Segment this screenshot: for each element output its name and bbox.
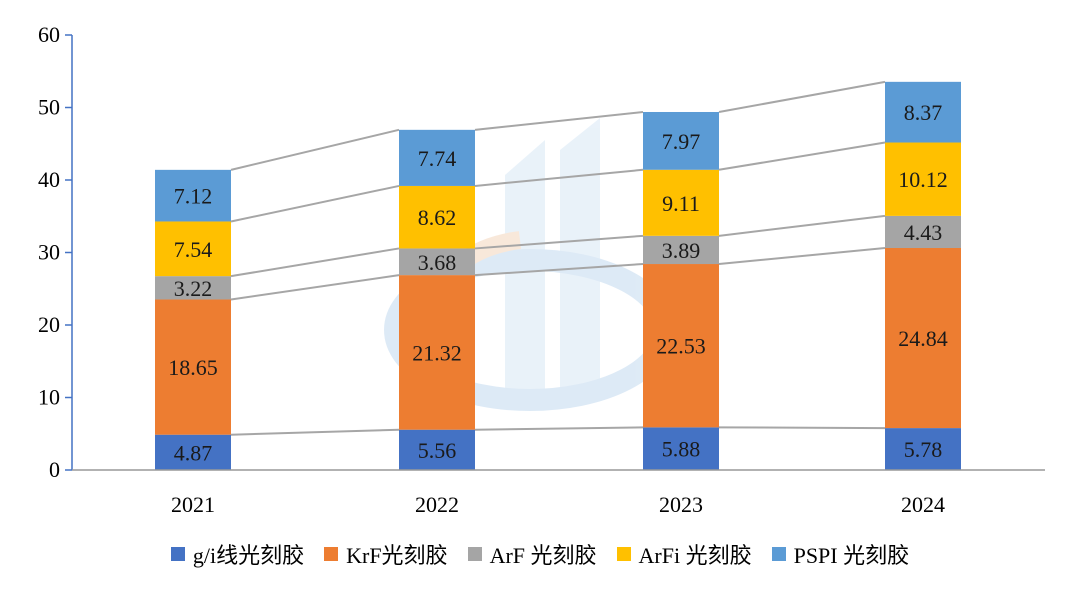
series-line	[718, 80, 886, 113]
x-tick-label: 2022	[415, 492, 459, 517]
legend-item: PSPI 光刻胶	[771, 538, 910, 570]
data-label: 7.74	[418, 146, 457, 171]
data-label: 7.54	[174, 237, 213, 262]
data-label: 22.53	[656, 334, 706, 359]
series-line	[718, 214, 886, 237]
bars-group	[155, 81, 961, 470]
series-line	[474, 426, 644, 431]
series-line	[718, 141, 886, 171]
series-line	[230, 128, 400, 171]
data-label: 21.32	[412, 340, 462, 365]
legend-swatch	[467, 547, 482, 561]
bar-segment	[155, 434, 231, 470]
legend-swatch	[616, 547, 631, 561]
data-label: 5.78	[904, 437, 943, 462]
series-line	[230, 274, 400, 301]
bar-segment	[399, 429, 475, 470]
y-tick-label: 20	[38, 312, 60, 337]
data-label: 7.97	[662, 129, 701, 154]
series-line	[230, 247, 400, 278]
data-label: 10.12	[898, 167, 948, 192]
bar-segment	[643, 111, 719, 170]
bar-segment	[155, 169, 231, 222]
bar-segment	[885, 81, 961, 143]
data-label: 8.62	[418, 205, 457, 230]
data-label: 3.22	[174, 276, 213, 301]
legend-item: KrF光刻胶	[324, 538, 448, 570]
bar-segment	[399, 248, 475, 276]
data-label: 24.84	[898, 326, 948, 351]
legend-swatch	[771, 547, 786, 561]
legend: g/i线光刻胶 KrF光刻胶 ArF 光刻胶 ArFi 光刻胶 PSPI 光刻胶	[0, 536, 1080, 572]
legend-label: ArFi 光刻胶	[638, 543, 752, 568]
legend-swatch	[324, 547, 339, 561]
series-line	[474, 234, 644, 250]
data-label: 18.65	[168, 355, 218, 380]
series-line	[718, 247, 886, 266]
legend-label: KrF光刻胶	[346, 543, 448, 568]
series-line	[718, 426, 886, 430]
bar-segment	[155, 299, 231, 435]
bar-segment	[399, 129, 475, 186]
bar-segment	[643, 264, 719, 428]
legend-label: ArF 光刻胶	[489, 543, 597, 568]
data-label: 9.11	[662, 191, 700, 216]
bar-segment	[643, 235, 719, 265]
data-label: 5.56	[418, 438, 457, 463]
legend-swatch	[170, 547, 185, 561]
x-tick-label: 2024	[901, 492, 945, 517]
data-label: 7.12	[174, 184, 213, 209]
legend-label: g/i线光刻胶	[192, 543, 305, 568]
bar-segment	[885, 215, 961, 249]
series-line	[474, 263, 644, 277]
series-line	[474, 111, 644, 131]
legend-item: ArFi 光刻胶	[616, 538, 752, 570]
bar-segment	[155, 276, 231, 300]
data-label: 5.88	[662, 437, 701, 462]
series-connector-lines	[230, 80, 886, 436]
series-line	[230, 184, 400, 223]
bar-segment	[885, 248, 961, 429]
y-tick-label: 10	[38, 385, 60, 410]
y-tick-label: 30	[38, 240, 60, 265]
x-tick-label: 2021	[171, 492, 215, 517]
bar-segment	[155, 221, 231, 277]
legend-item: g/i线光刻胶	[170, 538, 305, 570]
axes-group: 0 10 20 30 40 50 60 2021 2022 2023 2024	[38, 22, 1045, 517]
bar-segment	[399, 275, 475, 430]
bar-segment	[885, 142, 961, 216]
data-label: 3.89	[662, 238, 701, 263]
bar-segment	[643, 169, 719, 236]
data-label: 4.43	[904, 220, 943, 245]
y-tick-label: 40	[38, 167, 60, 192]
bar-segment	[643, 427, 719, 470]
y-tick-label: 0	[49, 457, 60, 482]
data-label: 8.37	[904, 100, 943, 125]
bar-segment	[399, 185, 475, 249]
series-line	[230, 428, 400, 436]
data-label: 4.87	[174, 440, 213, 465]
y-tick-label: 50	[38, 95, 60, 120]
x-tick-label: 2023	[659, 492, 703, 517]
value-labels-group: 4.87 5.56 5.88 5.78 18.65 21.32 22.53 24.84 3.22…	[168, 100, 948, 465]
series-line	[474, 168, 644, 187]
legend-label: PSPI 光刻胶	[793, 543, 910, 568]
legend-item: ArF 光刻胶	[467, 538, 597, 570]
y-tick-label: 60	[38, 22, 60, 47]
bar-segment	[885, 428, 961, 470]
data-label: 3.68	[418, 250, 457, 275]
